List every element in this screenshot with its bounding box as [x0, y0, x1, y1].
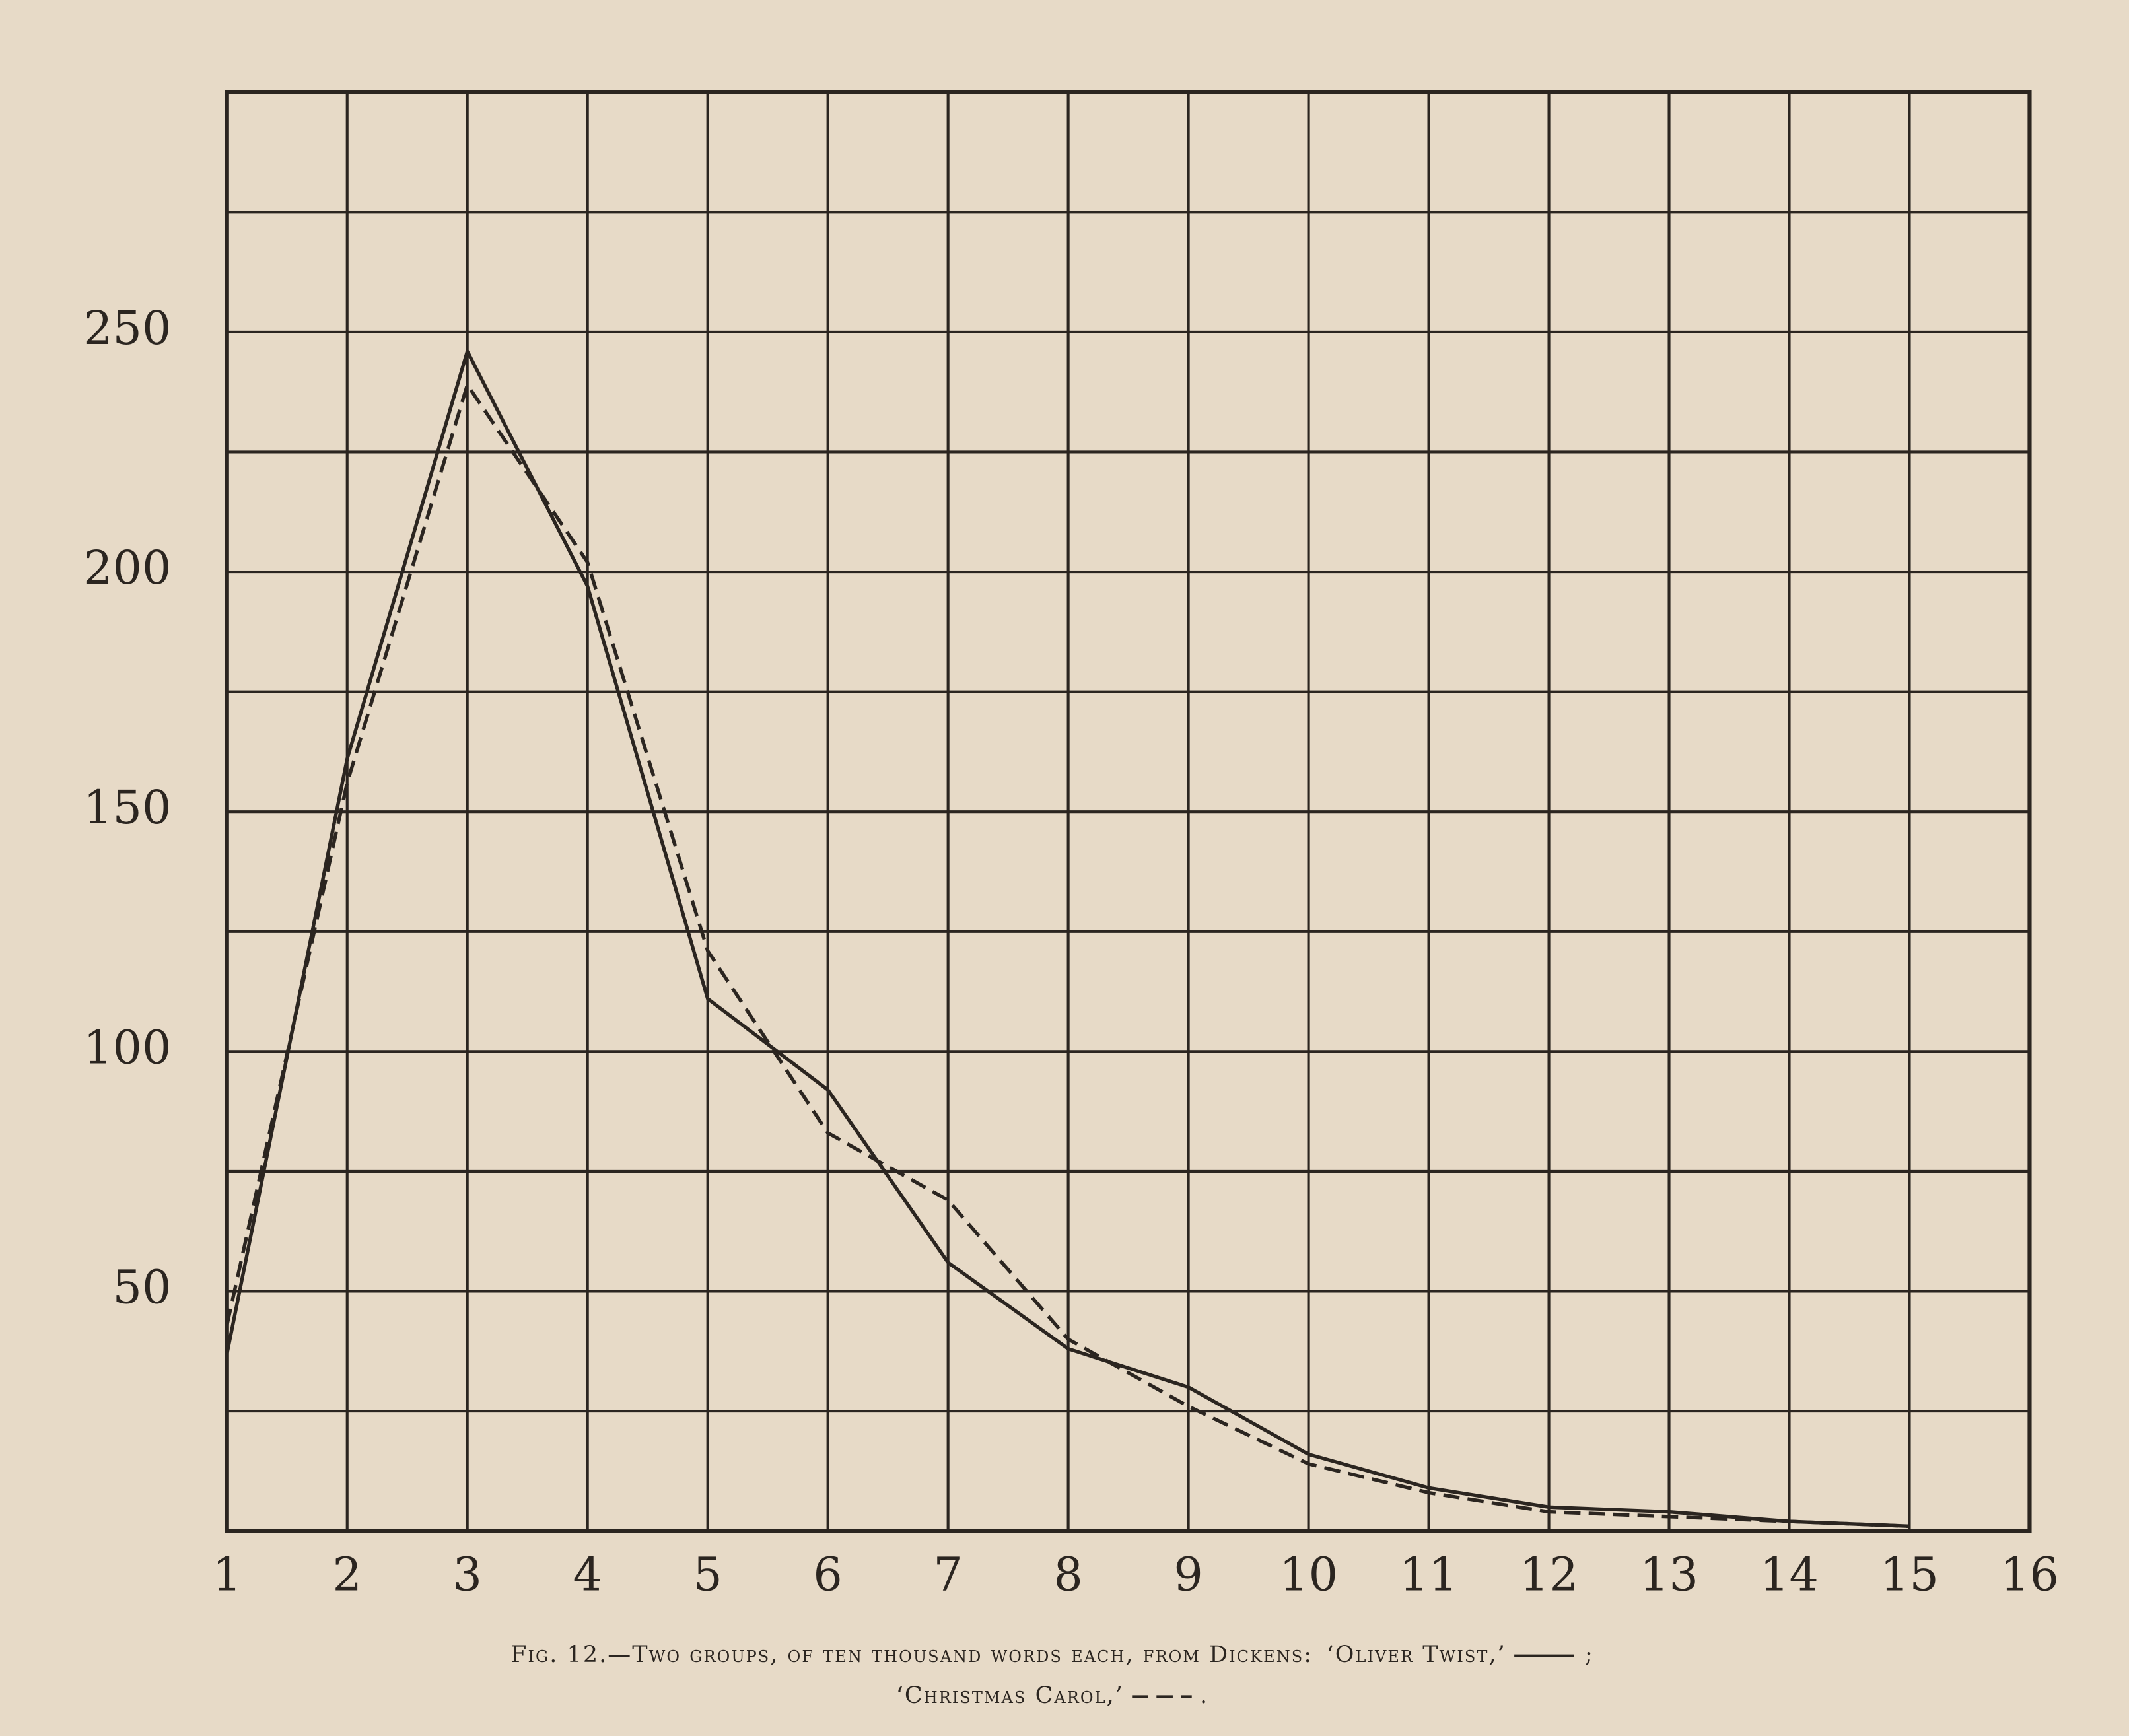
x-tick-label: 12 — [1519, 1548, 1578, 1602]
caption: Fig. 12.—Two groups, of ten thousand wor… — [510, 1642, 1313, 1668]
y-tick-label: 200 — [83, 541, 171, 595]
series-line — [225, 349, 1910, 1529]
x-tick-label: 7 — [933, 1548, 962, 1602]
y-tick-label: 250 — [83, 302, 171, 355]
y-tick-label: 50 — [113, 1261, 172, 1314]
x-tick-label: 4 — [573, 1548, 602, 1602]
x-tick-label: 10 — [1279, 1548, 1338, 1602]
x-tick-label: 6 — [813, 1548, 842, 1602]
x-tick-label: 8 — [1053, 1548, 1082, 1602]
x-tick-label: 15 — [1880, 1548, 1939, 1602]
x-tick-label: 1 — [213, 1548, 242, 1602]
legend-separator: ; — [1585, 1642, 1594, 1668]
legend-label: ‘Oliver Twist,’ — [1327, 1642, 1506, 1668]
x-tick-label: 5 — [693, 1548, 722, 1602]
legend-separator: . — [1200, 1683, 1208, 1709]
y-tick-label: 150 — [83, 781, 171, 835]
y-tick-label: 100 — [83, 1021, 171, 1074]
x-tick-label: 11 — [1399, 1548, 1458, 1602]
x-tick-label: 16 — [2000, 1548, 2059, 1602]
x-tick-label: 9 — [1173, 1548, 1203, 1602]
x-tick-label: 2 — [332, 1548, 361, 1602]
x-tick-label: 3 — [452, 1548, 481, 1602]
legend-label: ‘Christmas Carol,’ — [896, 1683, 1124, 1709]
series-line — [225, 383, 1910, 1529]
x-tick-label: 13 — [1640, 1548, 1698, 1602]
x-tick-label: 14 — [1760, 1548, 1819, 1602]
